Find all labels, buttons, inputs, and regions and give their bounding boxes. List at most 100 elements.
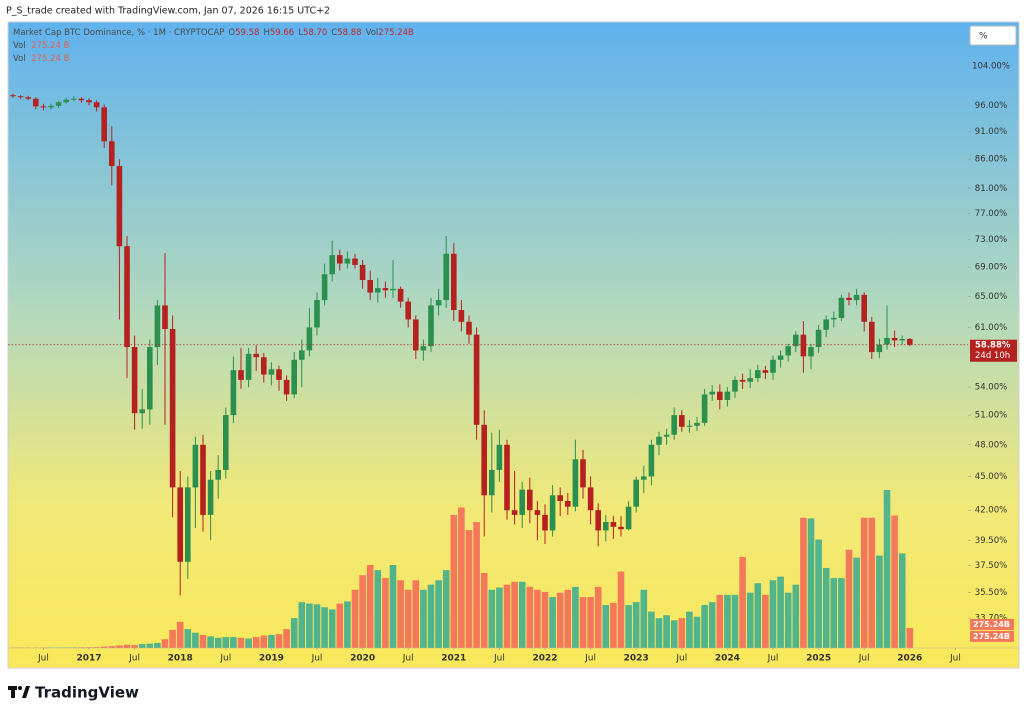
y-tick-label: 73.00% [975,235,1007,245]
volume-bar [465,530,473,648]
candle-body [519,489,525,515]
price-badge [970,339,1017,362]
volume-badge-label: 275.24B [973,620,1010,629]
volume-bar [792,584,800,648]
countdown-label: 24d 10h [975,351,1010,361]
candle-body [884,337,890,345]
candle-body [739,379,746,382]
volume-bar [648,611,655,648]
candle-body [747,378,753,382]
candle-body [33,98,39,107]
candle-body [853,294,860,301]
volume-bar [176,621,184,648]
candle-body [25,97,31,99]
legend-key: H [263,28,270,38]
candle-body [511,510,518,515]
candle-body [124,246,130,348]
volume-bar [260,635,268,648]
candle-body [633,479,639,507]
volume-bar [701,605,708,648]
candle-body [382,288,389,291]
volume-bar [784,592,792,648]
volume-bar [480,573,488,648]
candle-body [755,370,761,379]
x-tick-label: 2020 [350,654,375,664]
candle-body [86,100,92,103]
volume-bar [754,583,762,648]
unit-button[interactable] [969,25,1017,46]
legend-value: 58.88 [337,28,362,38]
volume-bar [412,580,420,648]
volume-bar [670,620,678,648]
candle-body [777,355,784,360]
y-tick-label: 96.00% [975,101,1007,111]
volume-bar [359,575,366,648]
volume-bar [739,557,746,648]
volume-bar [731,594,739,648]
candle-body [686,425,693,427]
volume-bar [442,570,450,648]
volume-bar [268,634,275,648]
volume-bar [161,639,169,648]
candle-body [823,319,829,330]
candle-body [154,305,161,348]
candle-body [261,357,267,375]
candle-body [147,347,153,410]
candle-body [268,369,275,375]
volume-bar [594,586,602,648]
volume-bar [860,517,868,648]
volume-bar [78,647,85,648]
volume-bar [169,629,176,648]
volume-bar [404,589,412,648]
volume-bar [488,589,496,648]
volume-bar [663,615,670,648]
candle-body [587,487,594,511]
volume-bar [435,580,442,648]
candle-body [413,319,419,351]
volume-bar [777,576,784,648]
volume-bar [397,580,404,648]
candle-body [549,495,556,531]
candle-body [428,305,434,347]
candle-body [306,327,313,351]
volume-bar [815,539,822,648]
candle-body [192,444,199,488]
volume-bar [617,571,625,648]
x-tick-label: 2025 [806,654,831,664]
candle-body [785,346,791,356]
legend-key: O [228,28,236,38]
x-tick-label: 2021 [441,654,466,664]
volume-bar [382,578,389,648]
volume-badge-label: 275.24B [973,632,1010,641]
volume-bar [686,611,693,648]
legend-key: C [331,28,338,38]
volume-bar [556,592,564,648]
candle-body [458,310,465,322]
candle-body [724,391,731,400]
candle-body [451,253,457,311]
volume-bar [868,517,876,648]
candle-body [648,444,655,477]
volume-bar [389,565,397,648]
volume-bar [473,522,480,648]
volume-bar [252,637,260,648]
candle-body [10,95,16,97]
y-tick-label: 77.00% [975,209,1007,219]
candle-body [815,329,822,348]
volume-bar [830,578,838,648]
volume-bar [762,594,769,648]
volume-bar [845,549,853,648]
x-tick-label: Jul [219,654,231,664]
candle-body [907,338,913,345]
candle-body [679,415,685,427]
volume-bar [898,553,906,648]
unit-button-label[interactable]: % [979,32,988,42]
x-tick-label: 2017 [76,654,101,664]
candle-body [481,424,487,496]
legend-values: O59.58 H59.66 L58.70 C58.88 Vol275.24B [224,28,413,38]
x-tick-label: Jul [675,654,687,664]
candle-body [625,506,632,530]
candle-body [185,487,191,562]
y-tick-label: 48.00% [975,440,1007,450]
